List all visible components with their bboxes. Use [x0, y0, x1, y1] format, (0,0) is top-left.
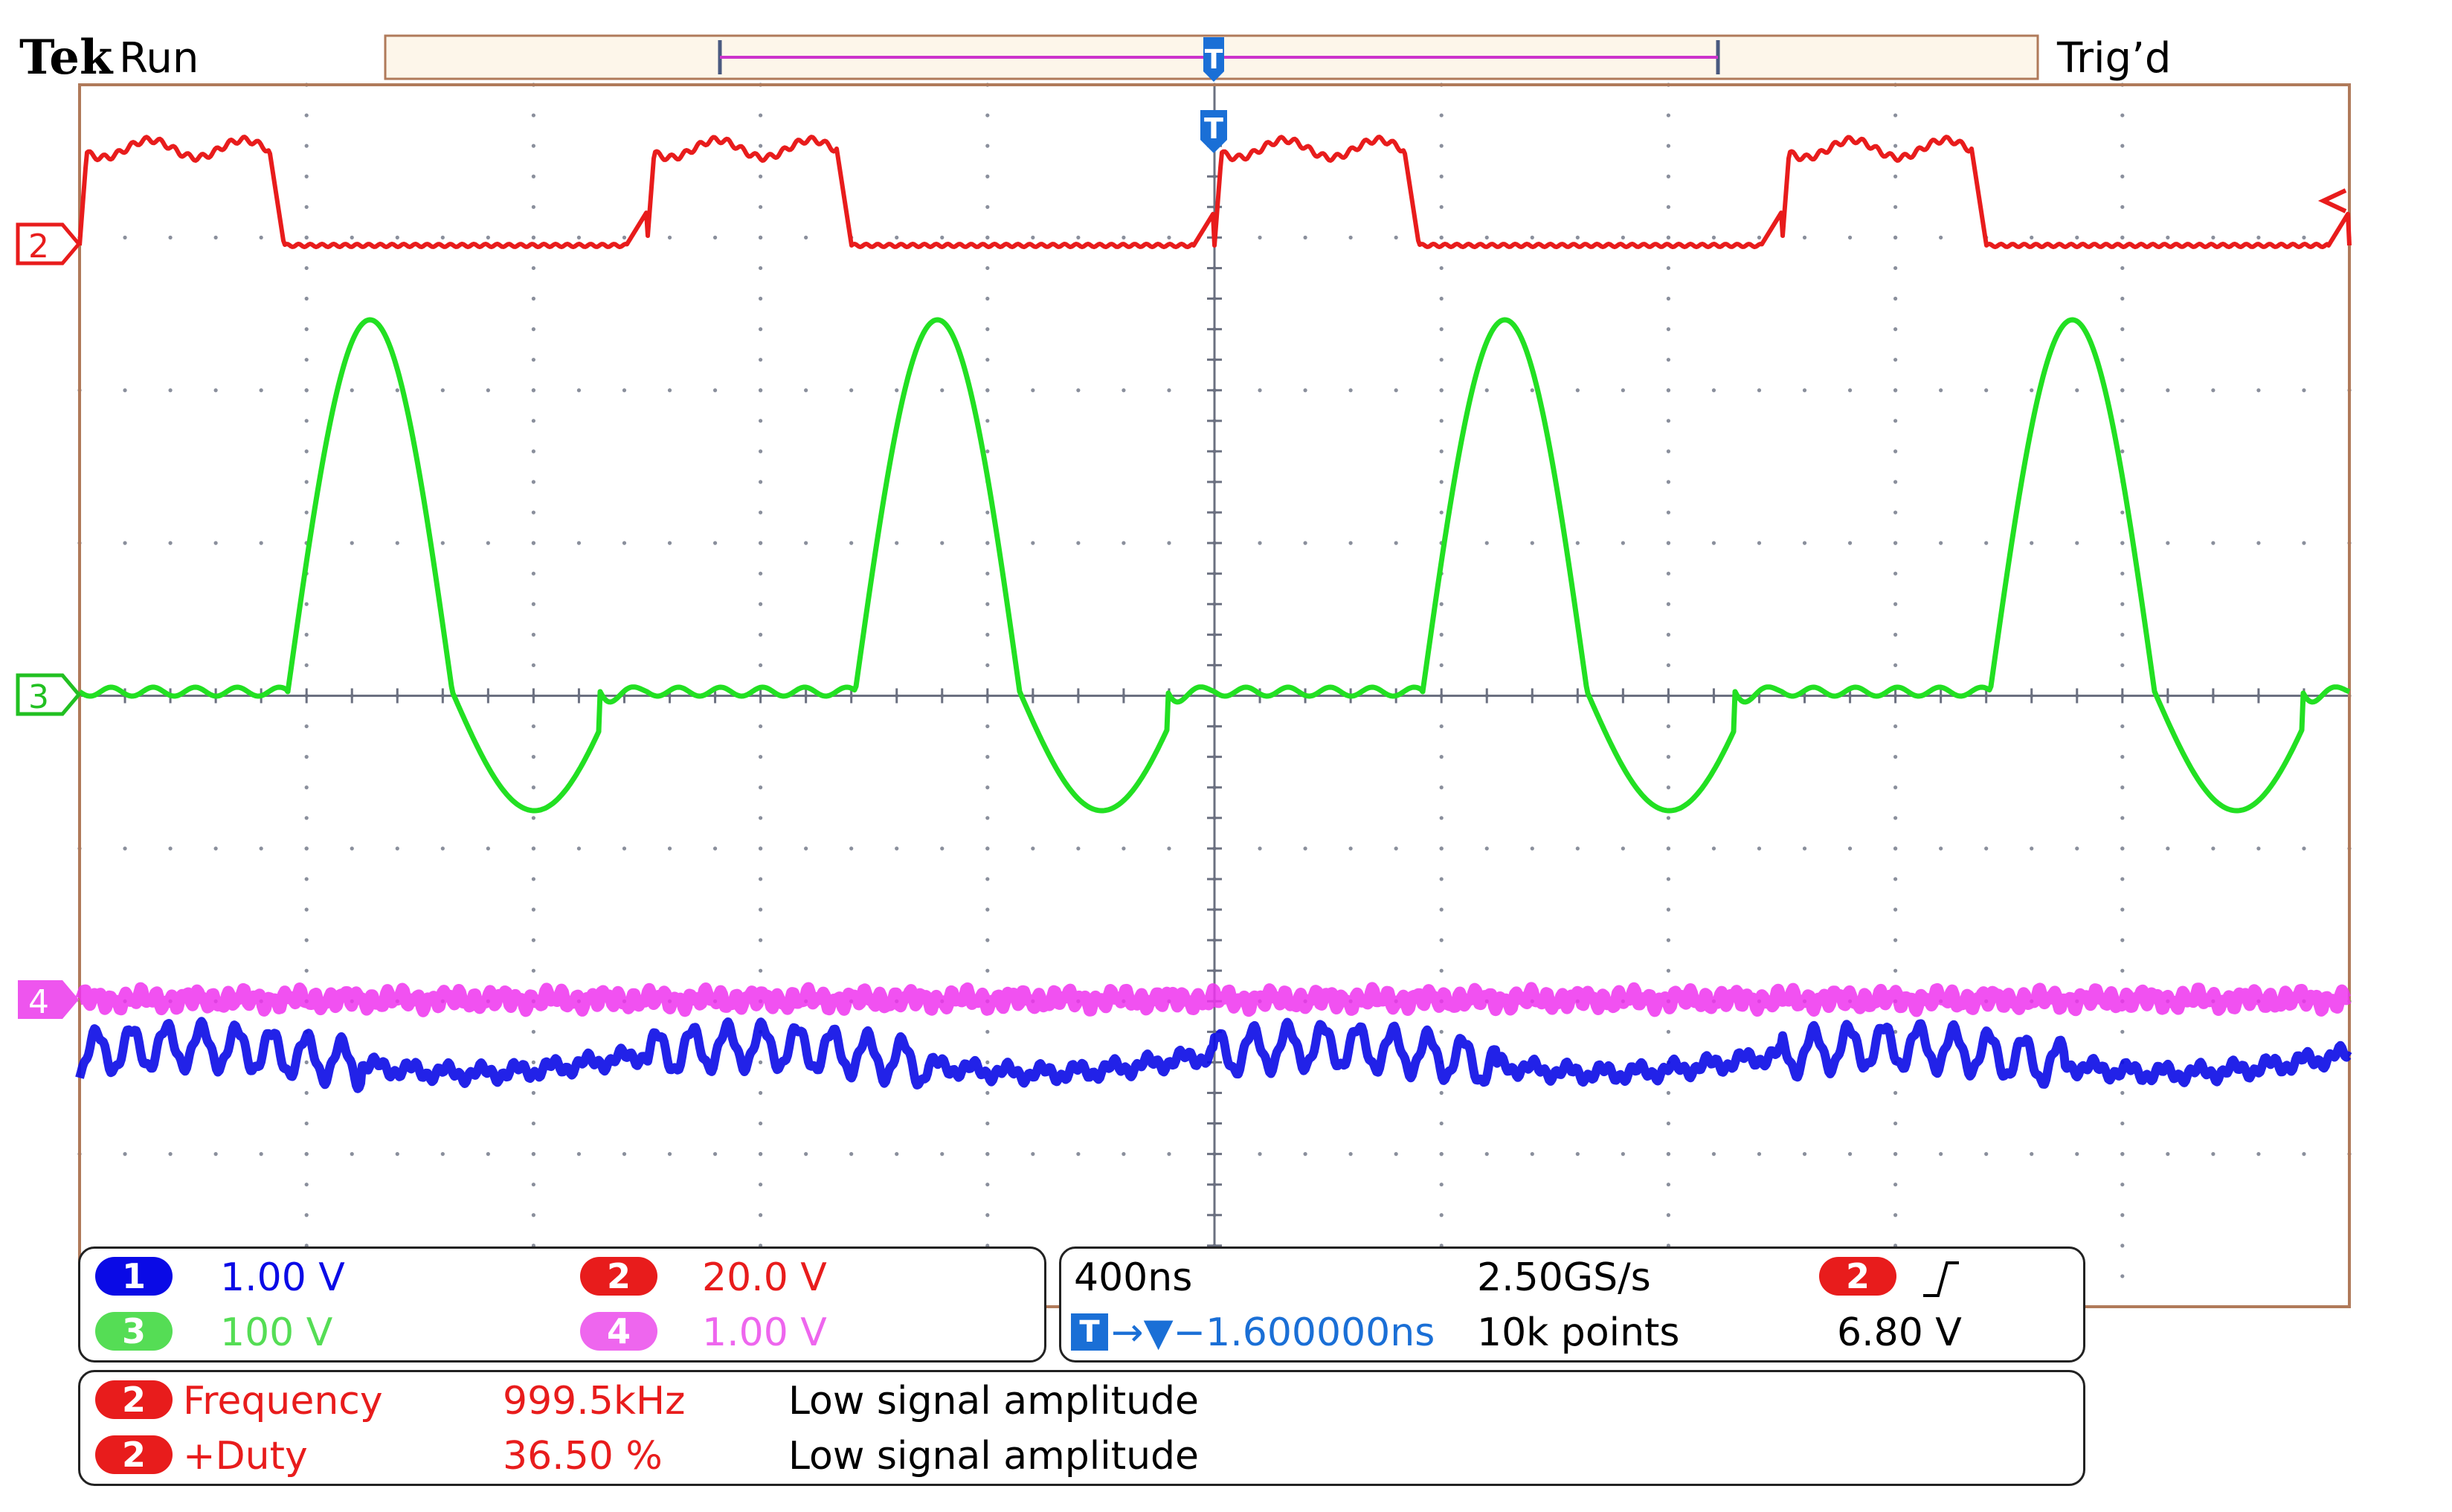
channel-scale-panel [78, 1246, 1046, 1363]
trigger-level-marker[interactable] [2317, 188, 2347, 213]
measurement-2-value: 36.50 % [503, 1434, 663, 1479]
trigger-position-marker[interactable]: T [1200, 110, 1227, 153]
horizontal-delay[interactable]: →▼−1.600000ns [1111, 1310, 1435, 1355]
trigger-source-badge[interactable]: 2 [1819, 1257, 1896, 1296]
channel-2-marker-label: 2 [28, 228, 49, 266]
channel-3-scale[interactable]: 100 V [220, 1310, 333, 1355]
graticule [77, 83, 2352, 1307]
channel-2-marker[interactable]: 2 [16, 222, 82, 266]
trigger-marker-label: T [1204, 112, 1223, 145]
channel-2-badge[interactable]: 2 [580, 1257, 657, 1296]
measurement-1-status: Low signal amplitude [788, 1379, 1200, 1423]
measurement-1-value: 999.5kHz [503, 1379, 686, 1423]
tek-logo: Tek [19, 30, 113, 86]
channel-3-marker[interactable]: 3 [16, 673, 82, 716]
channel-3-badge[interactable]: 3 [95, 1312, 173, 1351]
measurement-1-name: Frequency [183, 1379, 383, 1423]
channel-1-badge[interactable]: 1 [95, 1257, 173, 1296]
channel-4-marker-label: 4 [28, 983, 49, 1021]
measurement-1-source-badge[interactable]: 2 [95, 1380, 173, 1419]
channel-1-waveform [75, 1017, 2352, 1093]
trigger-delay-icon: T [1071, 1313, 1108, 1351]
channel-3-waveform [78, 317, 2351, 814]
acquisition-state[interactable]: Run [119, 34, 199, 83]
horizontal-scale[interactable]: 400ns [1074, 1255, 1193, 1300]
measurement-2-name: +Duty [183, 1434, 308, 1479]
trigger-marker-top-label: T [1205, 45, 1223, 75]
rising-edge-icon [1923, 1261, 1959, 1297]
trigger-level[interactable]: 6.80 V [1837, 1310, 1962, 1355]
channel-1-scale[interactable]: 1.00 V [220, 1255, 345, 1300]
channel-4-marker[interactable]: 4 [18, 980, 79, 1021]
trigger-position-marker-top[interactable]: T [1203, 37, 1224, 82]
channel-4-waveform [75, 982, 2354, 1017]
channel-4-badge[interactable]: 4 [580, 1312, 657, 1351]
trigger-status: Trig’d [2057, 34, 2172, 83]
measurement-panel [78, 1370, 2085, 1486]
measurement-2-source-badge[interactable]: 2 [95, 1435, 173, 1474]
record-length[interactable]: 10k points [1477, 1310, 1680, 1355]
channel-3-marker-label: 3 [28, 678, 49, 716]
channel-4-scale[interactable]: 1.00 V [702, 1310, 827, 1355]
measurement-2-status: Low signal amplitude [788, 1434, 1200, 1479]
channel-2-waveform [77, 135, 2352, 249]
timebase-panel [1059, 1246, 2085, 1363]
sample-rate: 2.50GS/s [1477, 1255, 1651, 1300]
channel-2-scale[interactable]: 20.0 V [702, 1255, 827, 1300]
